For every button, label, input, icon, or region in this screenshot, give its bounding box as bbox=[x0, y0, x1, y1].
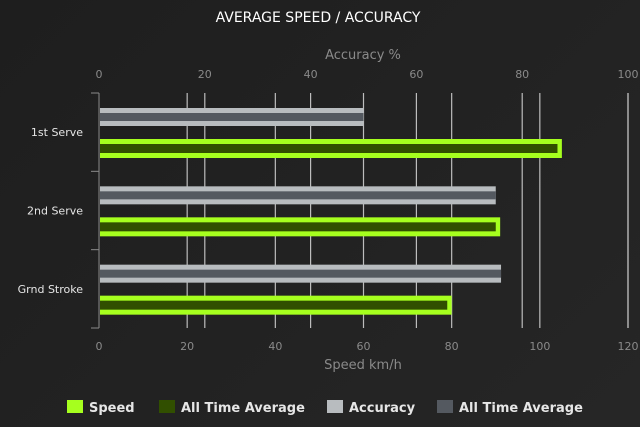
bottom-tick-label: 120 bbox=[618, 340, 639, 353]
category-label: Grnd Stroke bbox=[18, 283, 84, 296]
top-tick-label: 100 bbox=[618, 68, 639, 81]
legend-swatch bbox=[327, 400, 343, 413]
category-label: 1st Serve bbox=[31, 126, 83, 139]
chart-title: AVERAGE SPEED / ACCURACY bbox=[216, 10, 421, 26]
category-label: 2nd Serve bbox=[27, 205, 83, 218]
bar-accuracy-all-time-average bbox=[100, 269, 502, 278]
bar-speed-all-time-average bbox=[100, 222, 496, 232]
bottom-tick-label: 40 bbox=[268, 340, 282, 353]
bottom-tick-label: 60 bbox=[357, 340, 371, 353]
bottom-tick-label: 80 bbox=[445, 340, 459, 353]
top-tick-label: 60 bbox=[409, 68, 423, 81]
bottom-tick-label: 100 bbox=[529, 340, 550, 353]
bottom-axis-label: Speed km/h bbox=[324, 358, 402, 373]
legend-label: All Time Average bbox=[181, 401, 305, 416]
top-tick-label: 80 bbox=[515, 68, 529, 81]
bar-accuracy-all-time-average bbox=[100, 191, 496, 200]
bar-speed-all-time-average bbox=[100, 144, 558, 153]
legend-swatch bbox=[437, 400, 453, 413]
top-tick-label: 0 bbox=[96, 68, 103, 81]
bar-speed-all-time-average bbox=[100, 300, 448, 310]
legend-label: Accuracy bbox=[349, 401, 416, 416]
top-tick-label: 40 bbox=[304, 68, 318, 81]
legend-swatch bbox=[67, 400, 83, 413]
bottom-tick-label: 0 bbox=[96, 340, 103, 353]
top-axis-label: Accuracy % bbox=[325, 48, 401, 63]
bar-accuracy-all-time-average bbox=[100, 113, 364, 121]
top-tick-label: 20 bbox=[198, 68, 212, 81]
bottom-tick-label: 20 bbox=[180, 340, 194, 353]
legend-label: Speed bbox=[89, 401, 135, 416]
legend-label: All Time Average bbox=[459, 401, 583, 416]
legend-swatch bbox=[159, 400, 175, 413]
